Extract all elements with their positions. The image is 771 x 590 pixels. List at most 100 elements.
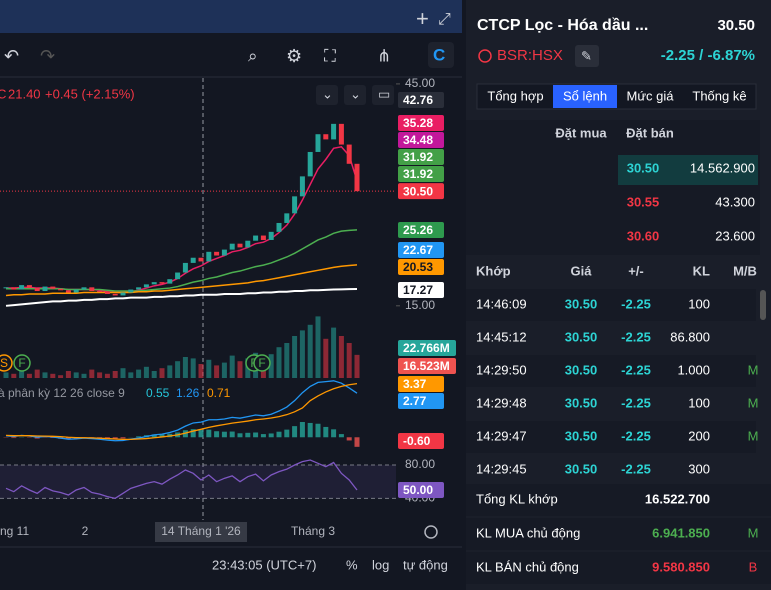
histogram-bar [284,429,290,438]
indicator-reading: 1.26 [176,386,200,400]
stock-name: CTCP Lọc - Hóa dầu ... [477,17,648,34]
candle [323,134,329,140]
pane-button[interactable] [344,85,366,105]
trade-row [466,454,756,486]
signal-marker [253,354,271,372]
y-tick-label: 80.00 [405,457,435,471]
expand-button[interactable]: ⤢ [438,11,451,28]
volume-bar [284,343,290,378]
signal-marker [0,354,13,372]
candle [65,290,71,293]
candle [338,123,344,145]
zoom-tool[interactable]: ⌕ [248,46,258,65]
candle [221,249,227,256]
scale-button[interactable]: log [372,557,389,572]
volume-bar [73,372,79,378]
volume-bar [159,368,165,378]
volume-bar [354,354,360,378]
pane-button[interactable] [372,85,394,105]
tab-label[interactable]: Sổ lệnh [563,88,607,103]
summary-label: KL BÁN chủ động [476,559,579,574]
volume-bar [97,372,103,378]
tab-label[interactable]: Thống kê [692,88,746,103]
settings[interactable]: ⚙ [286,46,302,66]
scrollbar [760,290,766,320]
book-header: Đặt mua [555,125,607,140]
edit-button[interactable] [575,45,599,67]
histogram-bar [354,437,360,447]
candle [143,284,149,288]
edit-icon[interactable]: ✎ [581,48,592,63]
trade-cell: 30.50 [565,395,598,410]
histogram-bar [214,431,220,438]
price-tag: 42.76 [403,93,433,107]
x-tick-label: ng 11 [0,524,29,538]
price-tag-box [398,242,444,258]
volume-bar [128,372,134,378]
candle [276,222,282,232]
trades-header: Giá [571,263,593,278]
scale-button[interactable]: tự động [403,557,448,572]
trade-cell: 14:29:45 [476,461,527,476]
settings-icon[interactable] [424,525,438,539]
tab-label[interactable]: Mức giá [627,88,675,103]
price-change: -2.25 / -6.87% [661,47,755,64]
add-button[interactable]: + [416,6,429,31]
logo [428,42,454,68]
pane-button-icon[interactable]: ⌄ [350,86,361,101]
signal-label: S [0,356,8,370]
volume-bar [104,373,110,378]
tab[interactable] [553,85,617,108]
trade-cell: 30.50 [565,296,598,311]
histogram-bar [260,434,266,438]
histogram-bar [159,434,165,438]
chart-area: SFFF [0,123,396,500]
trade-row [466,322,756,354]
macd-tag: -0.60 [403,434,431,448]
trade-cell: 30.50 [565,428,598,443]
rsi-tag-box [398,482,444,498]
fullscreen[interactable]: ⛶ [324,46,336,65]
histogram-bar [323,426,329,438]
indicator-reading: 0.71 [207,386,231,400]
trade-cell: 30.50 [565,461,598,476]
tab-label[interactable]: Tổng hợp [487,88,543,103]
histogram-bar [307,422,313,438]
macd-tag: 3.37 [403,377,427,391]
trade-cell: 14:45:12 [476,329,527,344]
undo[interactable]: ↶ [4,46,19,66]
volume-bar [50,373,56,378]
volume-bar [182,357,188,378]
candle [206,251,212,262]
candle [346,144,352,164]
pane-button-icon[interactable]: ⌄ [322,86,333,101]
price-tag: 20.53 [403,260,433,274]
candle [299,176,305,197]
histogram-bar [331,429,337,438]
candle [198,257,204,262]
summary-row [466,484,771,516]
volume-bar [214,365,220,378]
candle [19,285,25,290]
volume-bar [221,362,227,378]
candle [253,235,259,241]
candle [151,282,157,285]
histogram-bar [11,437,17,439]
volume-bar [81,373,87,378]
volume-bar [268,354,274,378]
candle [104,291,110,294]
indicator-label: à phân kỳ 12 26 close 9 [0,386,125,400]
volume-bar [120,368,126,378]
y-tick-label: 15.00 [405,298,435,312]
x-tick-label: Tháng 3 [291,524,335,538]
pane-button[interactable] [316,85,338,105]
volume-bar [276,347,282,378]
book-price: 30.55 [627,194,660,209]
macd-tag-box [398,376,444,392]
volume-bar [89,369,95,378]
pane-button-icon[interactable]: ▭ [378,86,390,101]
share[interactable]: ⋔ [377,46,391,65]
redo[interactable]: ↷ [40,46,55,66]
scale-button[interactable]: % [346,557,358,572]
